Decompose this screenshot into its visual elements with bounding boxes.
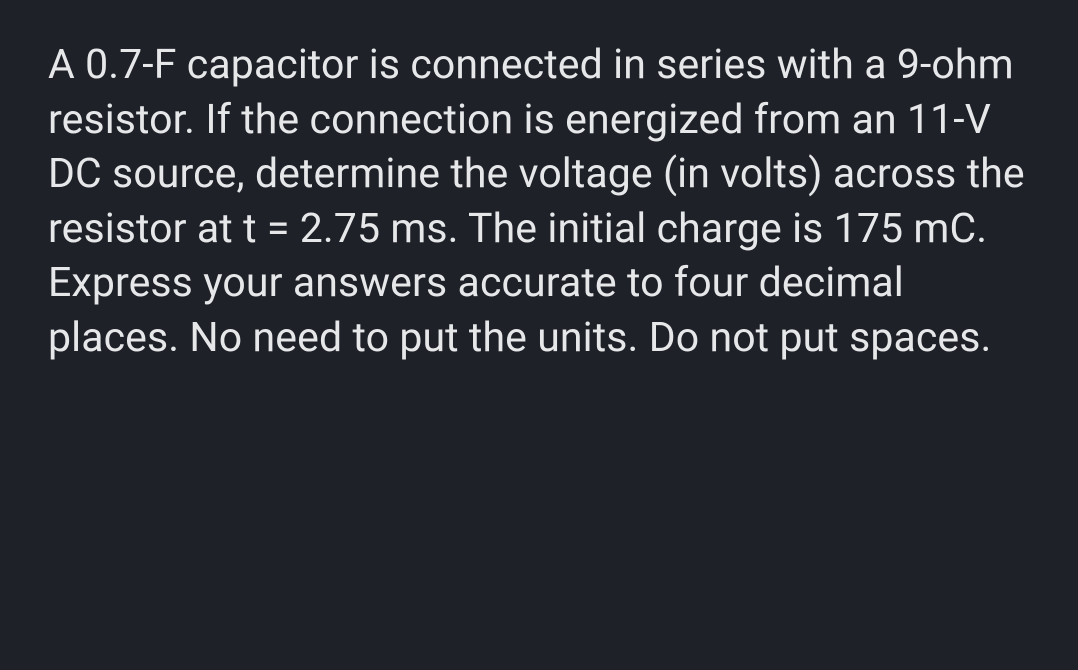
problem-statement: A 0.7-F capacitor is connected in series… (48, 38, 1038, 365)
problem-container: A 0.7-F capacitor is connected in series… (0, 0, 1078, 670)
